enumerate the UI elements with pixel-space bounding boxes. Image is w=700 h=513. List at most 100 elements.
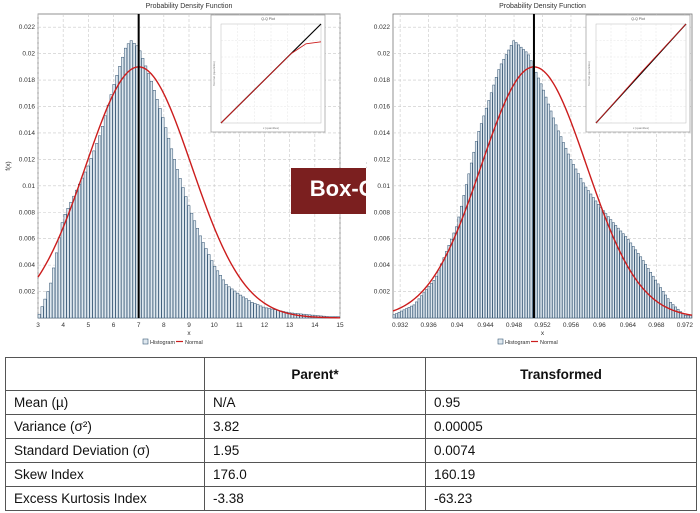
histogram-bar — [440, 263, 443, 319]
histogram-bar — [489, 92, 493, 319]
histogram-bar — [514, 42, 518, 319]
normal-curve — [37, 66, 341, 319]
parent-value: -3.38 — [204, 486, 426, 511]
histogram-bar — [172, 159, 176, 319]
histogram-bar — [109, 94, 113, 319]
y-tick-label: 0.012 — [374, 156, 391, 163]
y-tick-label: 0.022 — [19, 24, 36, 31]
histogram-bar — [112, 84, 116, 319]
x-tick-label: 0.956 — [563, 322, 580, 329]
histogram-bar — [494, 77, 498, 319]
histogram-bar — [118, 66, 122, 319]
histogram-bar — [115, 75, 119, 319]
histogram-bar — [46, 291, 50, 319]
histogram-bar — [626, 239, 630, 319]
histogram-bar — [674, 306, 677, 319]
histogram-bar — [527, 54, 530, 319]
pdf-chart-parent: Probability Density Function 0.002 0.004 0.… — [0, 0, 347, 352]
table-row: Skew Index 176.0 160.19 — [5, 462, 697, 487]
histogram-bar — [656, 283, 660, 319]
histogram-bar — [519, 46, 523, 319]
y-tick-label: 0.002 — [19, 289, 36, 296]
histogram-bar — [167, 137, 171, 319]
histogram-bar — [512, 40, 515, 319]
x-tick-label: 0.944 — [477, 322, 494, 329]
parent-value: 176.0 — [204, 462, 426, 487]
histogram-bar — [101, 126, 105, 319]
x-tick-label: 0.968 — [648, 322, 665, 329]
y-tick-label: 0.018 — [19, 77, 36, 84]
y-tick-label: 0.004 — [19, 262, 36, 269]
histogram-bar — [507, 49, 510, 319]
histogram-bar — [460, 205, 463, 319]
x-tick-label: 0.936 — [420, 322, 437, 329]
qq-x-label: x (quantiles) — [263, 126, 279, 130]
histogram-bar — [152, 90, 156, 319]
histogram-bar — [63, 214, 67, 319]
table-row: Excess Kurtosis Index -3.38 -63.23 — [5, 486, 697, 511]
histogram-bar — [624, 236, 628, 319]
histogram-bar — [474, 141, 478, 319]
x-tick-label: 0.948 — [506, 322, 523, 329]
histogram-bar — [455, 226, 458, 319]
histogram-bar — [482, 115, 486, 319]
histogram-bar — [155, 99, 159, 319]
histogram-bar — [417, 298, 421, 319]
histogram-bar — [542, 89, 545, 319]
histogram-bar — [569, 159, 573, 319]
transformed-value: -63.23 — [425, 486, 697, 511]
histogram-bar — [181, 187, 185, 319]
histogram-bar — [241, 296, 245, 319]
histogram-bar — [497, 69, 501, 319]
histogram-bar — [216, 270, 220, 319]
histogram-bar — [547, 103, 550, 319]
row-label: Excess Kurtosis Index — [5, 486, 205, 511]
histogram-bar — [230, 288, 234, 319]
histogram-bar — [270, 308, 274, 319]
histogram-bar — [402, 309, 406, 319]
histogram-bar — [594, 200, 598, 319]
histogram-bar — [552, 117, 555, 319]
table-row: Variance (σ²) 3.82 0.00005 — [5, 414, 697, 439]
transformed-value: 0.95 — [425, 390, 697, 415]
x-tick-label: 7 — [137, 322, 141, 329]
parent-value: N/A — [204, 390, 426, 415]
histogram-bar — [72, 195, 76, 319]
histogram-bar — [602, 210, 605, 319]
histogram-bar — [273, 309, 277, 319]
transformed-value: 0.00005 — [425, 414, 697, 439]
histogram-bar — [634, 249, 638, 319]
x-axis-label: x — [541, 330, 545, 337]
row-label: Standard Deviation (σ) — [5, 438, 205, 463]
legend-normal-label: Normal — [185, 340, 203, 346]
qq-fitted-line — [595, 23, 687, 124]
x-tick-label: 10 — [211, 322, 219, 329]
x-tick-label: 0.972 — [677, 322, 694, 329]
y-tick-label: 0.014 — [374, 130, 391, 137]
histogram-bar — [98, 135, 102, 319]
x-tick-label: 0.952 — [534, 322, 551, 329]
histogram-bar — [484, 107, 488, 319]
legend-normal-label: Normal — [540, 340, 558, 346]
transformed-value: 0.0074 — [425, 438, 697, 463]
histogram-bar — [572, 164, 575, 319]
histogram-bar — [89, 158, 93, 319]
y-axis-label: f(x) — [366, 161, 367, 170]
histogram-bar — [425, 289, 428, 319]
histogram-bar — [106, 104, 110, 319]
histogram-bar — [267, 308, 271, 319]
histogram-bar — [407, 307, 411, 319]
histogram-bar — [158, 108, 162, 319]
x-tick-label: 0.932 — [392, 322, 409, 329]
histogram-bar — [95, 143, 99, 319]
histogram-bar — [452, 232, 456, 319]
histogram-bar — [161, 117, 165, 319]
histogram-bar — [464, 184, 468, 319]
qq-y-label: Normal (quantiles) — [212, 61, 216, 86]
histogram-bar — [629, 242, 633, 319]
histogram-bar — [397, 311, 401, 319]
histogram-bar — [631, 246, 635, 319]
y-tick-label: 0.006 — [19, 236, 36, 243]
histogram-bar — [422, 292, 426, 319]
x-tick-label: 3 — [36, 322, 40, 329]
